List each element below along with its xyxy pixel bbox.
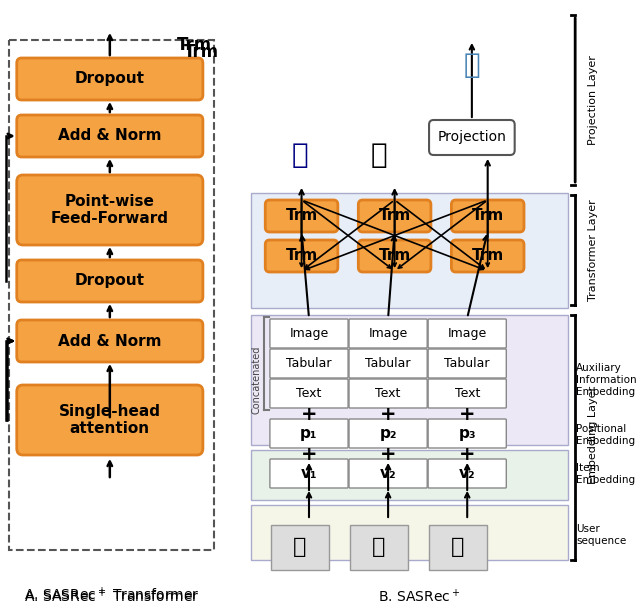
Text: Concatenated: Concatenated (252, 346, 262, 414)
FancyBboxPatch shape (17, 320, 203, 362)
FancyBboxPatch shape (349, 349, 427, 378)
Text: v₂: v₂ (459, 466, 476, 481)
FancyBboxPatch shape (451, 200, 524, 232)
Text: Add & Norm: Add & Norm (58, 334, 161, 348)
Text: Add & Norm: Add & Norm (58, 129, 161, 143)
FancyBboxPatch shape (428, 379, 506, 408)
Text: Tabular: Tabular (444, 357, 490, 370)
FancyBboxPatch shape (349, 459, 427, 488)
Text: Projection Layer: Projection Layer (588, 55, 598, 145)
Text: Trm: Trm (378, 248, 411, 264)
Text: Single-head
attention: Single-head attention (59, 404, 161, 436)
Text: Point-wise
Feed-Forward: Point-wise Feed-Forward (51, 194, 169, 226)
Text: Trm: Trm (472, 209, 504, 223)
Text: Tabular: Tabular (286, 357, 332, 370)
FancyBboxPatch shape (451, 240, 524, 272)
FancyBboxPatch shape (17, 175, 203, 245)
Bar (271, 525, 328, 570)
FancyBboxPatch shape (349, 319, 427, 348)
FancyBboxPatch shape (17, 115, 203, 157)
Text: Trm: Trm (378, 209, 411, 223)
FancyBboxPatch shape (349, 379, 427, 408)
FancyBboxPatch shape (270, 459, 348, 488)
Text: +: + (459, 406, 476, 425)
Text: A. SASRec$^+$ Transformer: A. SASRec$^+$ Transformer (24, 586, 200, 604)
Text: 🥿: 🥿 (291, 141, 308, 169)
Text: A. SASRec$^+$ Transformer: A. SASRec$^+$ Transformer (24, 589, 200, 606)
Text: Embedding Layer: Embedding Layer (588, 386, 598, 484)
Text: Trm: Trm (472, 248, 504, 264)
Text: p₁: p₁ (300, 426, 317, 441)
FancyBboxPatch shape (428, 349, 506, 378)
Text: +: + (301, 406, 317, 425)
FancyBboxPatch shape (270, 379, 348, 408)
FancyBboxPatch shape (17, 260, 203, 302)
Text: Auxiliary
Information
Embedding: Auxiliary Information Embedding (576, 364, 637, 396)
Text: +: + (380, 445, 396, 464)
FancyBboxPatch shape (428, 459, 506, 488)
Text: Trm: Trm (285, 209, 317, 223)
Text: Trm: Trm (285, 248, 317, 264)
FancyBboxPatch shape (17, 58, 203, 100)
FancyBboxPatch shape (349, 419, 427, 448)
Text: ⌚: ⌚ (451, 537, 465, 557)
FancyBboxPatch shape (265, 240, 338, 272)
Text: p₂: p₂ (380, 426, 397, 441)
Text: Trm: Trm (184, 43, 219, 61)
Text: v₂: v₂ (380, 466, 396, 481)
FancyBboxPatch shape (270, 349, 348, 378)
Text: Dropout: Dropout (75, 71, 145, 87)
Text: Text: Text (454, 387, 480, 400)
Text: Trm: Trm (177, 36, 212, 54)
Bar (252, 193, 568, 308)
Text: v₁: v₁ (301, 466, 317, 481)
Bar (252, 505, 568, 560)
FancyBboxPatch shape (429, 120, 515, 155)
Text: +: + (459, 445, 476, 464)
FancyBboxPatch shape (17, 385, 203, 455)
Bar (10, 40, 214, 550)
Text: +: + (380, 406, 396, 425)
Bar (252, 315, 568, 445)
FancyBboxPatch shape (358, 200, 431, 232)
Text: ⌚: ⌚ (371, 141, 387, 169)
Text: Transformer Layer: Transformer Layer (588, 199, 598, 301)
Text: Projection: Projection (437, 131, 506, 145)
FancyBboxPatch shape (265, 200, 338, 232)
Text: Item
Embedding: Item Embedding (576, 463, 636, 485)
Text: Text: Text (296, 387, 322, 400)
FancyBboxPatch shape (270, 319, 348, 348)
Text: Image: Image (447, 327, 487, 340)
FancyBboxPatch shape (428, 319, 506, 348)
FancyBboxPatch shape (358, 240, 431, 272)
Bar (350, 525, 408, 570)
Text: B. SASRec$^+$: B. SASRec$^+$ (378, 589, 460, 606)
Text: User
sequence: User sequence (576, 524, 627, 546)
Text: Positional
Embedding: Positional Embedding (576, 424, 636, 446)
Text: Tabular: Tabular (365, 357, 411, 370)
Text: Image: Image (369, 327, 408, 340)
Text: 🥿: 🥿 (372, 537, 385, 557)
Text: Dropout: Dropout (75, 273, 145, 289)
Text: 👟: 👟 (293, 537, 307, 557)
Text: ⭐: ⭐ (463, 51, 480, 79)
Text: Image: Image (289, 327, 328, 340)
Text: Text: Text (376, 387, 401, 400)
Text: p₃: p₃ (458, 426, 476, 441)
Text: +: + (301, 445, 317, 464)
FancyBboxPatch shape (270, 419, 348, 448)
FancyBboxPatch shape (428, 419, 506, 448)
Bar (429, 525, 487, 570)
Bar (252, 450, 568, 500)
